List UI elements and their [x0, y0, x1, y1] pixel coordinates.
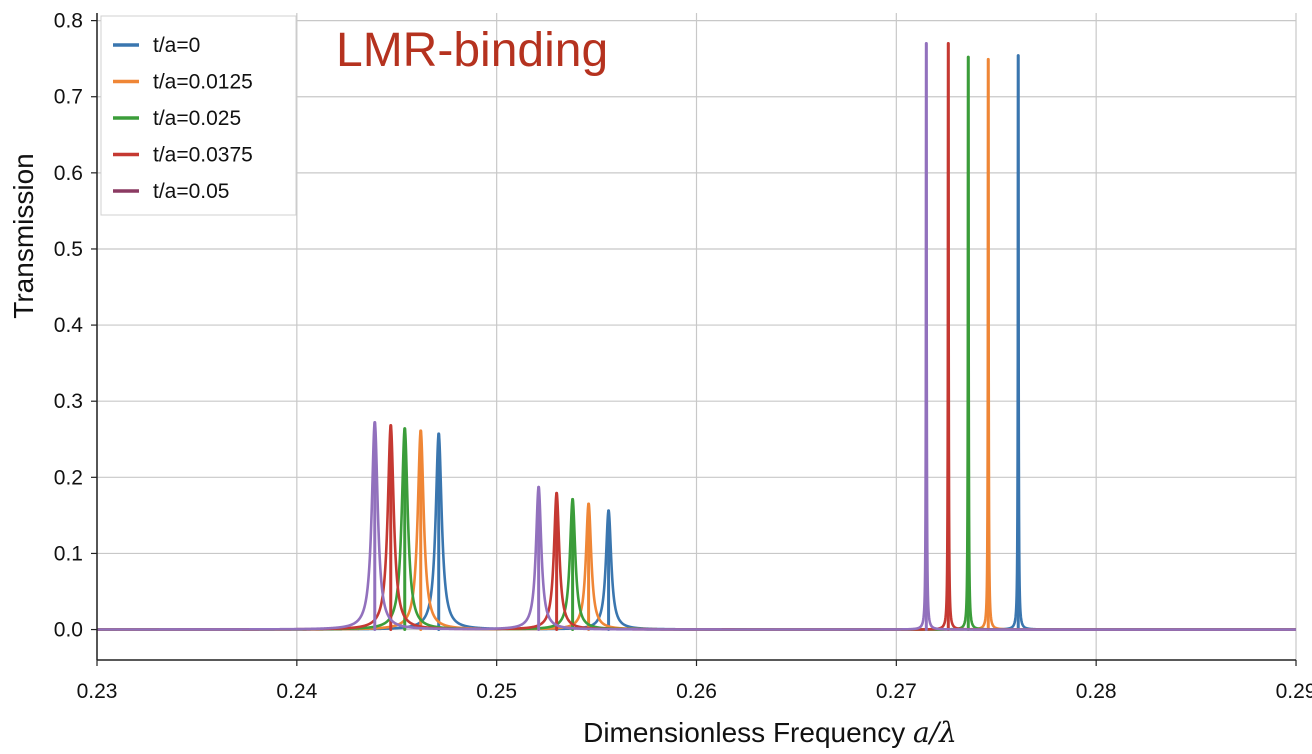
x-tick-label: 0.27: [876, 680, 917, 703]
grid: [96, 13, 1297, 660]
legend-label: t/a=0: [153, 34, 200, 57]
x-tick-label: 0.23: [77, 680, 118, 703]
legend-frame: [100, 15, 297, 216]
x-axis-label-text: Dimensionless Frequency: [583, 717, 905, 748]
y-axis-label: Transmission: [8, 153, 39, 318]
x-tick-label: 0.24: [276, 680, 317, 703]
y-tick-label: 0.1: [54, 542, 83, 565]
series-line: [95, 42, 1298, 631]
x-tick-label: 0.28: [1076, 680, 1117, 703]
y-tick-label: 0.0: [54, 619, 83, 642]
x-tick-label: 0.26: [676, 680, 717, 703]
x-tick-label: 0.25: [476, 680, 517, 703]
annotation-label: LMR-binding: [336, 24, 608, 77]
x-tick-label: 0.29: [1276, 680, 1312, 703]
y-tick-label: 0.6: [54, 162, 83, 185]
legend-label: t/a=0.025: [153, 107, 241, 130]
y-tick-label: 0.2: [54, 466, 83, 489]
series-layer: [95, 41, 1298, 632]
legend-label: t/a=0.05: [153, 180, 229, 203]
y-tick-label: 0.8: [54, 10, 83, 33]
legend-label: t/a=0.0125: [153, 71, 253, 94]
y-tick-label: 0.7: [54, 86, 83, 109]
y-tick-label: 0.5: [54, 238, 83, 261]
x-axis-label: Dimensionless Frequency a/λ: [583, 716, 957, 749]
y-tick-label: 0.3: [54, 390, 83, 413]
ticks: 0.23 0.24 0.25 0.26 0.27 0.28 0.29 0.0 0.1 0.2 0.3…: [54, 10, 1312, 703]
x-axis-label-math: a/λ: [913, 716, 957, 749]
legend: t/a=0 t/a=0.0125 t/a=0.025 t/a=0.0375 t/a=0.…: [100, 15, 297, 216]
legend-label: t/a=0.0375: [153, 144, 253, 167]
y-tick-label: 0.4: [54, 314, 84, 337]
